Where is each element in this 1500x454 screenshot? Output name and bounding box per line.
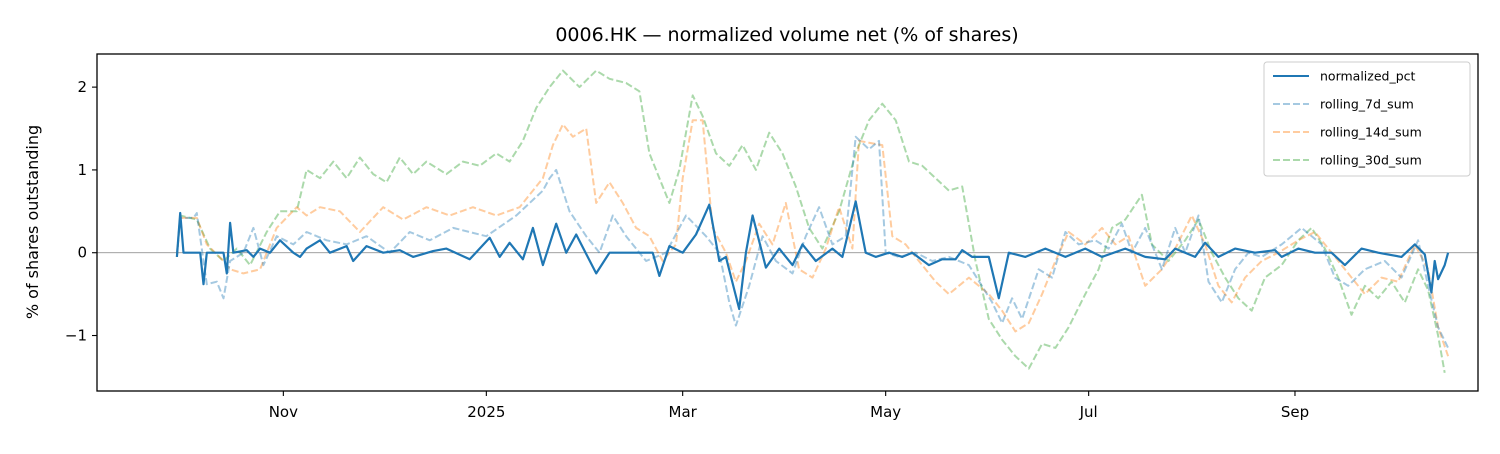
- plot-frame: [96, 53, 1479, 392]
- x-tick-label: May: [870, 403, 901, 421]
- y-axis-label: % of shares outstanding: [23, 125, 42, 319]
- x-tick-label: Mar: [669, 403, 698, 421]
- y-tick-label: 1: [77, 161, 87, 179]
- x-tick-label: 2025: [467, 403, 505, 421]
- series-line-rolling_30d_sum: [175, 69, 1446, 373]
- legend-box: [1263, 61, 1471, 177]
- x-tick-label: Sep: [1281, 403, 1309, 421]
- plot-area: [97, 69, 1478, 373]
- x-tick-label: Nov: [269, 403, 298, 421]
- y-tick-label: 2: [77, 78, 87, 96]
- series-line-normalized_pct: [175, 200, 1450, 311]
- legend-label-normalized_pct: normalized_pct: [1320, 69, 1416, 84]
- legend-label-rolling_30d_sum: rolling_30d_sum: [1320, 153, 1422, 168]
- legend-label-rolling_7d_sum: rolling_7d_sum: [1320, 97, 1414, 112]
- y-tick-label: 0: [77, 244, 87, 262]
- series-line-rolling_14d_sum: [175, 119, 1450, 357]
- legend-label-rolling_14d_sum: rolling_14d_sum: [1320, 125, 1422, 140]
- legend: normalized_pct rolling_7d_sum rolling_14d_…: [1263, 61, 1471, 177]
- x-tick-label: Jul: [1079, 403, 1098, 421]
- axis-ticks: Nov 2025 Mar May Jul Sep 2 1 0 −1: [65, 78, 1309, 421]
- y-tick-label: −1: [65, 327, 87, 345]
- chart-title: 0006.HK — normalized volume net (% of sh…: [555, 24, 1018, 46]
- series-line-rolling_7d_sum: [175, 135, 1450, 349]
